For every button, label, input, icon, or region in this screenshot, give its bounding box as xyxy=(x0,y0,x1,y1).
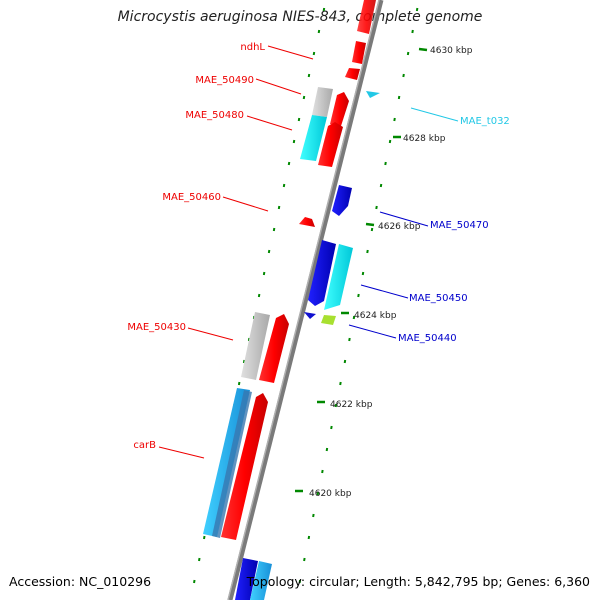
gene-gray-2[interactable] xyxy=(241,312,270,380)
guide-dot xyxy=(198,557,201,562)
guide-dot xyxy=(352,315,356,320)
guide-dot xyxy=(203,535,206,540)
gene-MAE_50450-cyan[interactable] xyxy=(324,244,353,310)
scale-ticks: 4630 kbp 4628 kbp 4626 kbp 4624 kbp 4622… xyxy=(295,46,473,499)
map-title: Microcystis aeruginosa NIES-843, complet… xyxy=(117,9,483,25)
guide-dot xyxy=(302,95,306,100)
guide-dot xyxy=(242,359,246,364)
guide-dot xyxy=(330,425,333,430)
guide-dot xyxy=(379,183,383,188)
guide-dot xyxy=(262,271,266,276)
guide-dot xyxy=(303,557,306,562)
gene-MAE_50490[interactable] xyxy=(345,68,360,80)
gene-MAE_50470[interactable] xyxy=(332,185,352,216)
guide-dot xyxy=(297,117,301,122)
gene-MAE_50430[interactable] xyxy=(259,314,289,383)
guide-dot xyxy=(257,293,261,298)
tick-label-4630: 4630 kbp xyxy=(430,46,473,56)
label-MAE_50490[interactable]: MAE_50490 xyxy=(195,75,254,86)
gene-bottom-cyan[interactable] xyxy=(250,561,272,600)
genome-backbone xyxy=(227,0,384,600)
guide-dot xyxy=(312,51,316,56)
accession-text: Accession: NC_010296 xyxy=(9,574,152,589)
guide-dot xyxy=(307,73,311,78)
guide-dot xyxy=(411,29,414,34)
label-MAE_50470[interactable]: MAE_50470 xyxy=(430,220,489,231)
guide-dot xyxy=(272,227,276,232)
guide-dot xyxy=(287,161,291,166)
gene-carB-dark[interactable] xyxy=(212,390,252,538)
guide-dot xyxy=(267,249,271,254)
gene-top-red[interactable] xyxy=(357,0,376,34)
guide-dot xyxy=(321,469,324,474)
guide-dot xyxy=(343,359,347,364)
guide-dot xyxy=(415,7,419,12)
label-MAE_50480[interactable]: MAE_50480 xyxy=(185,110,244,121)
label-carB[interactable]: carB xyxy=(133,440,156,451)
guide-dot xyxy=(298,579,302,584)
gene-MAE_50450[interactable] xyxy=(308,240,336,306)
guide-dot xyxy=(388,139,392,144)
tick-mark-4630 xyxy=(418,47,428,52)
guide-dot xyxy=(325,447,329,452)
guide-dot xyxy=(317,29,321,34)
label-MAE_50450[interactable]: MAE_50450 xyxy=(409,293,468,304)
gene-carB[interactable] xyxy=(221,393,268,540)
tick-label-4622: 4622 kbp xyxy=(330,400,373,410)
guide-dot xyxy=(366,249,369,254)
guide-dot xyxy=(312,513,315,518)
guide-dot xyxy=(322,7,326,12)
label-MAE_t032[interactable]: MAE_t032 xyxy=(460,116,510,127)
tick-label-4628: 4628 kbp xyxy=(403,134,446,144)
gene-MAE_50480[interactable] xyxy=(330,92,349,126)
guide-dot xyxy=(334,403,338,408)
guide-dot xyxy=(282,183,286,188)
label-MAE_50430[interactable]: MAE_50430 xyxy=(127,322,186,333)
gene-labels: ndhL MAE_50490 MAE_50480 MAE_50460 MAE_5… xyxy=(127,42,509,451)
tick-mark-4626 xyxy=(365,222,375,227)
gene-gray-1[interactable] xyxy=(312,87,333,117)
guide-dot xyxy=(339,381,342,386)
gene-ndhL[interactable] xyxy=(352,41,366,64)
guide-dot xyxy=(402,73,405,78)
gene-features xyxy=(203,0,380,600)
guide-dot xyxy=(307,535,311,540)
gene-small-blue[interactable] xyxy=(304,312,316,319)
label-MAE_50460[interactable]: MAE_50460 xyxy=(162,192,221,203)
gene-MAE_t032[interactable] xyxy=(366,91,380,98)
guide-dot xyxy=(375,205,378,210)
guide-dot xyxy=(277,205,281,210)
gene-MAE_50460[interactable] xyxy=(299,217,315,227)
guide-dot xyxy=(193,579,196,584)
tick-label-4620: 4620 kbp xyxy=(309,489,352,499)
guide-dot xyxy=(292,139,296,144)
gene-MAE_50480b[interactable] xyxy=(318,122,343,167)
guide-dot xyxy=(316,491,320,496)
label-ndhL[interactable]: ndhL xyxy=(240,42,265,53)
guide-dot xyxy=(406,51,410,56)
topology-text: Topology: circular; Length: 5,842,795 bp… xyxy=(246,574,590,589)
guide-dot xyxy=(348,337,351,342)
guide-dot xyxy=(397,95,401,100)
gene-MAE_50440[interactable] xyxy=(321,315,336,325)
tick-label-4624: 4624 kbp xyxy=(354,311,397,321)
guide-dot xyxy=(393,117,396,122)
gene-bottom-blue[interactable] xyxy=(235,558,258,600)
guide-dot xyxy=(384,161,387,166)
tick-label-4626: 4626 kbp xyxy=(378,222,421,232)
guide-dot xyxy=(357,293,360,298)
guide-dot xyxy=(237,381,241,386)
gene-MAE_50480-cyan[interactable] xyxy=(300,115,327,161)
guide-dot xyxy=(361,271,365,276)
guide-dot xyxy=(370,227,374,232)
label-leaders xyxy=(158,45,459,459)
label-MAE_50440[interactable]: MAE_50440 xyxy=(398,333,457,344)
